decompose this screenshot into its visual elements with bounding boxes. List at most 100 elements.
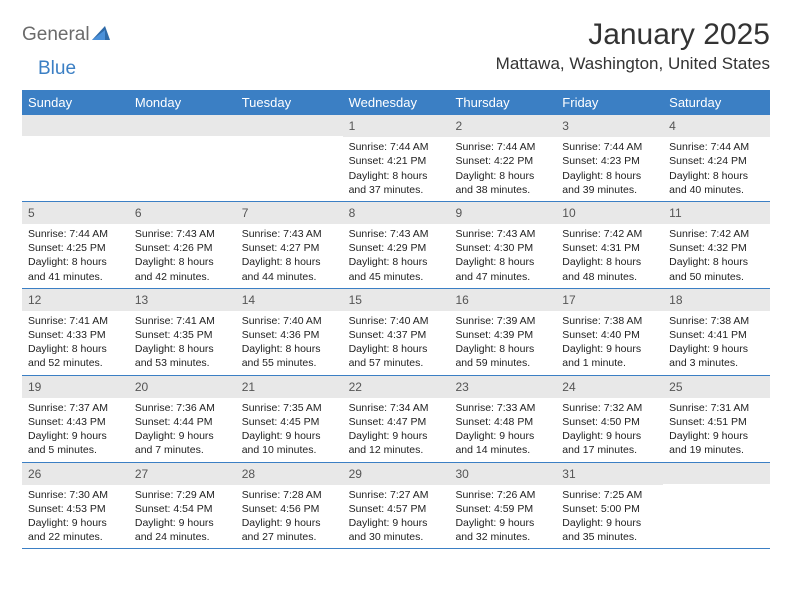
day-sunrise: Sunrise: 7:43 AM [242, 227, 337, 241]
title-block: January 2025 Mattawa, Washington, United… [496, 18, 770, 74]
day-number: 4 [663, 115, 770, 137]
day-sunset: Sunset: 4:51 PM [669, 415, 764, 429]
day-daylight1: Daylight: 9 hours [562, 516, 657, 530]
day-daylight2: and 47 minutes. [455, 270, 550, 284]
day-sunrise: Sunrise: 7:38 AM [562, 314, 657, 328]
day-cell [22, 115, 129, 201]
day-daylight1: Daylight: 8 hours [669, 255, 764, 269]
day-daylight2: and 1 minute. [562, 356, 657, 370]
day-daylight1: Daylight: 9 hours [455, 516, 550, 530]
location-text: Mattawa, Washington, United States [496, 54, 770, 74]
day-number: 31 [556, 463, 663, 485]
day-sunrise: Sunrise: 7:30 AM [28, 488, 123, 502]
day-sunset: Sunset: 4:53 PM [28, 502, 123, 516]
day-number: 15 [343, 289, 450, 311]
day-details: Sunrise: 7:25 AMSunset: 5:00 PMDaylight:… [556, 488, 663, 545]
day-number: 29 [343, 463, 450, 485]
day-sunrise: Sunrise: 7:44 AM [562, 140, 657, 154]
day-daylight1: Daylight: 9 hours [669, 429, 764, 443]
day-cell [236, 115, 343, 201]
day-cell: 1Sunrise: 7:44 AMSunset: 4:21 PMDaylight… [343, 115, 450, 201]
week-row: 12Sunrise: 7:41 AMSunset: 4:33 PMDayligh… [22, 289, 770, 376]
day-daylight2: and 39 minutes. [562, 183, 657, 197]
day-daylight2: and 22 minutes. [28, 530, 123, 544]
logo: General [22, 24, 110, 46]
day-sunset: Sunset: 4:31 PM [562, 241, 657, 255]
day-daylight1: Daylight: 9 hours [242, 429, 337, 443]
day-number: 3 [556, 115, 663, 137]
day-sunrise: Sunrise: 7:32 AM [562, 401, 657, 415]
day-cell: 22Sunrise: 7:34 AMSunset: 4:47 PMDayligh… [343, 376, 450, 462]
day-daylight1: Daylight: 9 hours [349, 516, 444, 530]
day-daylight2: and 41 minutes. [28, 270, 123, 284]
day-details: Sunrise: 7:43 AMSunset: 4:30 PMDaylight:… [449, 227, 556, 284]
day-cell: 24Sunrise: 7:32 AMSunset: 4:50 PMDayligh… [556, 376, 663, 462]
day-cell: 19Sunrise: 7:37 AMSunset: 4:43 PMDayligh… [22, 376, 129, 462]
week-row: 1Sunrise: 7:44 AMSunset: 4:21 PMDaylight… [22, 115, 770, 202]
day-daylight2: and 42 minutes. [135, 270, 230, 284]
day-sunrise: Sunrise: 7:34 AM [349, 401, 444, 415]
day-details: Sunrise: 7:42 AMSunset: 4:31 PMDaylight:… [556, 227, 663, 284]
day-sunset: Sunset: 4:41 PM [669, 328, 764, 342]
day-sunset: Sunset: 4:33 PM [28, 328, 123, 342]
day-daylight1: Daylight: 9 hours [135, 516, 230, 530]
day-cell: 15Sunrise: 7:40 AMSunset: 4:37 PMDayligh… [343, 289, 450, 375]
day-cell: 8Sunrise: 7:43 AMSunset: 4:29 PMDaylight… [343, 202, 450, 288]
day-daylight2: and 24 minutes. [135, 530, 230, 544]
day-details: Sunrise: 7:40 AMSunset: 4:36 PMDaylight:… [236, 314, 343, 371]
day-cell: 11Sunrise: 7:42 AMSunset: 4:32 PMDayligh… [663, 202, 770, 288]
day-sunrise: Sunrise: 7:43 AM [135, 227, 230, 241]
day-number: 8 [343, 202, 450, 224]
day-details: Sunrise: 7:38 AMSunset: 4:41 PMDaylight:… [663, 314, 770, 371]
day-daylight2: and 27 minutes. [242, 530, 337, 544]
day-cell: 31 Sunrise: 7:25 AMSunset: 5:00 PMDayligh… [556, 463, 663, 549]
day-sunset: Sunset: 4:44 PM [135, 415, 230, 429]
day-number: 10 [556, 202, 663, 224]
day-sunset: Sunset: 4:26 PM [135, 241, 230, 255]
day-daylight1: Daylight: 9 hours [562, 429, 657, 443]
day-number [22, 115, 129, 136]
day-daylight1: Daylight: 8 hours [242, 342, 337, 356]
day-daylight2: and 17 minutes. [562, 443, 657, 457]
day-daylight2: and 45 minutes. [349, 270, 444, 284]
day-daylight2: and 19 minutes. [669, 443, 764, 457]
day-sunrise: Sunrise: 7:41 AM [135, 314, 230, 328]
day-number: 18 [663, 289, 770, 311]
day-number: 12 [22, 289, 129, 311]
day-sunset: Sunset: 4:39 PM [455, 328, 550, 342]
day-number: 26 [22, 463, 129, 485]
weekday-header: Wednesday [343, 90, 450, 115]
day-cell: 4Sunrise: 7:44 AMSunset: 4:24 PMDaylight… [663, 115, 770, 201]
day-details: Sunrise: 7:43 AMSunset: 4:27 PMDaylight:… [236, 227, 343, 284]
day-cell: 7Sunrise: 7:43 AMSunset: 4:27 PMDaylight… [236, 202, 343, 288]
day-number: 9 [449, 202, 556, 224]
day-daylight2: and 50 minutes. [669, 270, 764, 284]
day-cell: 18 Sunrise: 7:38 AMSunset: 4:41 PMDayligh… [663, 289, 770, 375]
day-details: Sunrise: 7:38 AMSunset: 4:40 PMDaylight:… [556, 314, 663, 371]
day-sunset: Sunset: 5:00 PM [562, 502, 657, 516]
weekday-header-row: Sunday Monday Tuesday Wednesday Thursday… [22, 90, 770, 115]
day-cell: 29Sunrise: 7:27 AMSunset: 4:57 PMDayligh… [343, 463, 450, 549]
day-cell: 2Sunrise: 7:44 AMSunset: 4:22 PMDaylight… [449, 115, 556, 201]
day-number: 5 [22, 202, 129, 224]
day-number [663, 463, 770, 484]
day-daylight2: and 30 minutes. [349, 530, 444, 544]
day-number: 23 [449, 376, 556, 398]
day-daylight2: and 44 minutes. [242, 270, 337, 284]
day-number: 14 [236, 289, 343, 311]
day-cell: 3Sunrise: 7:44 AMSunset: 4:23 PMDaylight… [556, 115, 663, 201]
day-number: 30 [449, 463, 556, 485]
day-daylight1: Daylight: 8 hours [28, 342, 123, 356]
day-sunrise: Sunrise: 7:43 AM [349, 227, 444, 241]
day-daylight1: Daylight: 8 hours [455, 342, 550, 356]
day-cell [663, 463, 770, 549]
day-daylight1: Daylight: 8 hours [562, 169, 657, 183]
day-cell: 30Sunrise: 7:26 AMSunset: 4:59 PMDayligh… [449, 463, 556, 549]
day-details: Sunrise: 7:43 AMSunset: 4:26 PMDaylight:… [129, 227, 236, 284]
day-cell: 27Sunrise: 7:29 AMSunset: 4:54 PMDayligh… [129, 463, 236, 549]
day-details: Sunrise: 7:35 AMSunset: 4:45 PMDaylight:… [236, 401, 343, 458]
day-sunrise: Sunrise: 7:37 AM [28, 401, 123, 415]
day-sunset: Sunset: 4:30 PM [455, 241, 550, 255]
logo-triangle-icon [92, 26, 110, 45]
weekday-header: Monday [129, 90, 236, 115]
